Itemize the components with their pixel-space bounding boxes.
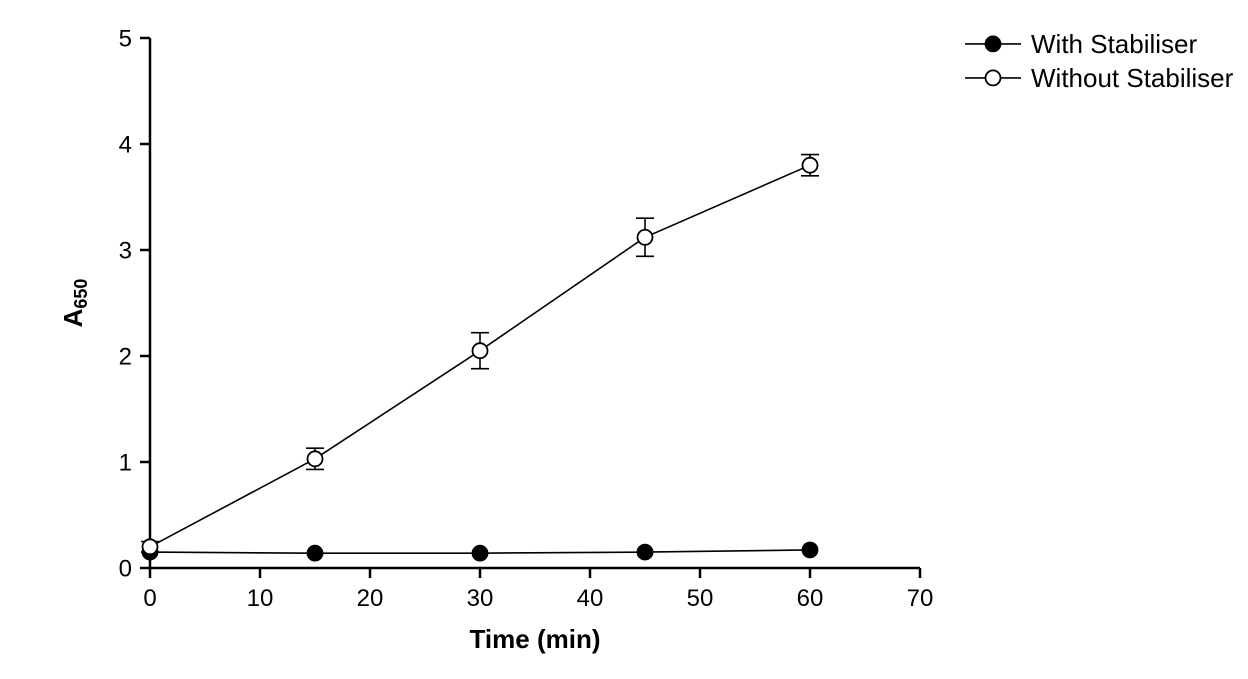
series-marker-without xyxy=(143,539,158,554)
series-marker-with xyxy=(308,546,323,561)
series-marker-without xyxy=(638,230,653,245)
x-tick-label: 60 xyxy=(797,585,824,612)
legend-label: Without Stabiliser xyxy=(1031,63,1234,93)
legend-label: With Stabiliser xyxy=(1031,29,1197,59)
y-tick-label: 0 xyxy=(119,555,132,582)
legend-marker xyxy=(986,70,1001,85)
chart-background xyxy=(0,0,1248,679)
y-tick-label: 4 xyxy=(119,131,132,158)
series-marker-with xyxy=(803,542,818,557)
x-tick-label: 70 xyxy=(907,585,934,612)
series-marker-without xyxy=(803,158,818,173)
y-tick-label: 2 xyxy=(119,343,132,370)
series-marker-with xyxy=(473,546,488,561)
legend-marker xyxy=(986,36,1001,51)
y-tick-label: 1 xyxy=(119,449,132,476)
x-tick-label: 40 xyxy=(577,585,604,612)
y-tick-label: 3 xyxy=(119,237,132,264)
x-tick-label: 0 xyxy=(143,585,156,612)
x-tick-label: 30 xyxy=(467,585,494,612)
y-tick-label: 5 xyxy=(119,25,132,52)
series-marker-without xyxy=(308,451,323,466)
x-tick-label: 50 xyxy=(687,585,714,612)
series-marker-with xyxy=(638,545,653,560)
series-marker-without xyxy=(473,343,488,358)
x-tick-label: 20 xyxy=(357,585,384,612)
line-chart: 010203040506070012345Time (min)A650With … xyxy=(0,0,1248,679)
x-axis-label: Time (min) xyxy=(470,624,601,654)
x-tick-label: 10 xyxy=(247,585,274,612)
chart-container: 010203040506070012345Time (min)A650With … xyxy=(0,0,1248,679)
